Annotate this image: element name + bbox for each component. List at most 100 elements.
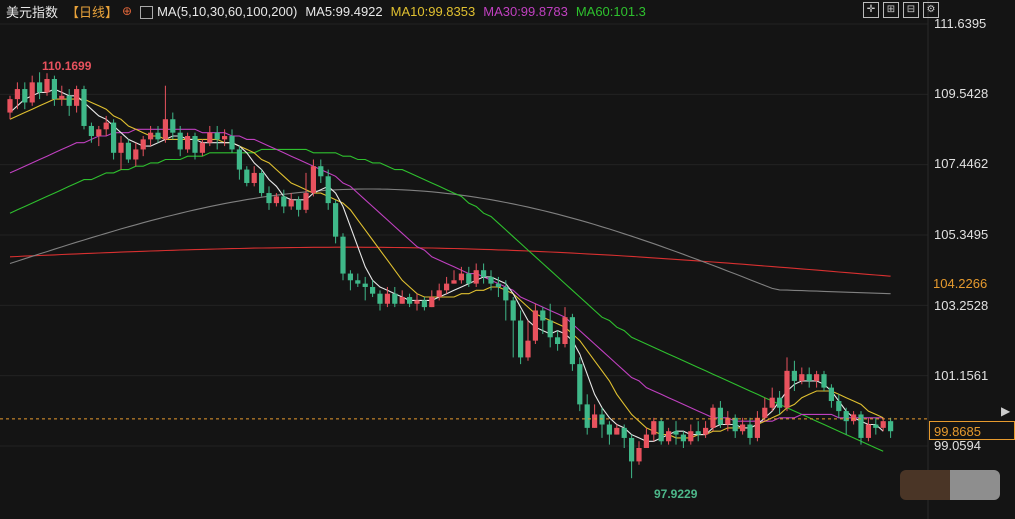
candle-up — [592, 414, 598, 428]
candle-down — [495, 283, 501, 287]
candle-down — [37, 82, 43, 93]
candle-up — [310, 166, 316, 194]
candle-down — [481, 270, 487, 277]
candle-down — [717, 407, 723, 425]
candle-down — [621, 427, 627, 438]
y-tick-label: 99.0594 — [934, 438, 981, 453]
candle-up — [725, 417, 731, 425]
candle-down — [673, 431, 679, 435]
candle-down — [510, 300, 516, 321]
candle-up — [651, 421, 657, 435]
ma5-value: MA5:99.4922 — [305, 3, 383, 19]
candle-down — [392, 293, 398, 304]
settings-icon[interactable]: ⚙ — [923, 2, 939, 18]
candle-up — [703, 427, 709, 435]
expand-icon[interactable]: ⊞ — [883, 2, 899, 18]
candle-up — [525, 340, 531, 358]
candle-up — [458, 273, 464, 281]
candle-up — [199, 142, 205, 153]
ma200-line — [9, 246, 891, 277]
scroll-right-icon[interactable]: ▶ — [1001, 404, 1011, 418]
candle-up — [273, 196, 279, 204]
candle-down — [466, 273, 472, 284]
candle-down — [177, 132, 183, 150]
candle-down — [629, 437, 635, 462]
candle-down — [836, 401, 842, 412]
candle-down — [407, 297, 413, 304]
candle-up — [614, 427, 620, 435]
candle-down — [569, 317, 575, 365]
candle-up — [769, 397, 775, 408]
candle-up — [96, 129, 102, 137]
candle-down — [858, 414, 864, 438]
candle-down — [259, 172, 265, 194]
period-selector[interactable]: 【日线】 — [66, 4, 119, 20]
indicator-settings-icon[interactable] — [140, 5, 154, 19]
candle-down — [347, 273, 353, 281]
candle-down — [266, 193, 272, 204]
y-tick-label: 107.4462 — [934, 156, 989, 171]
candle-down — [518, 320, 524, 358]
candle-up — [251, 172, 257, 183]
chart-header: 美元指数 【日线】 ⊕ MA(5,10,30,60,100,200) MA5:9… — [6, 2, 654, 20]
candle-down — [51, 78, 57, 100]
candle-down — [281, 196, 287, 207]
candle-up — [880, 421, 886, 428]
candle-up — [207, 132, 213, 143]
candle-down — [791, 370, 797, 381]
control-button-left[interactable] — [900, 470, 950, 500]
candle-up — [473, 270, 479, 284]
candle-down — [421, 300, 427, 308]
candle-up — [222, 136, 228, 140]
candle-up — [429, 297, 435, 308]
candle-down — [873, 424, 879, 428]
y-tick-label: 111.6395 — [934, 16, 987, 31]
crosshair-icon[interactable]: ✛ — [863, 2, 879, 18]
candle-down — [695, 431, 701, 435]
candle-up — [451, 280, 457, 284]
candle-up — [103, 122, 109, 130]
candle-down — [214, 132, 220, 140]
candle-down — [355, 280, 361, 284]
candle-down — [540, 310, 546, 321]
ma-price-tag: 104.2266 — [929, 275, 1015, 293]
candle-down — [192, 136, 198, 153]
y-tick-label: 105.3495 — [934, 227, 989, 242]
candle-up — [185, 136, 191, 150]
candle-up — [636, 447, 642, 462]
candle-down — [81, 89, 87, 126]
candle-up — [414, 300, 420, 304]
candle-down — [244, 169, 250, 183]
candle-down — [747, 424, 753, 438]
candle-down — [125, 142, 131, 160]
y-tick-label: 109.5428 — [934, 86, 989, 101]
shrink-icon[interactable]: ⊟ — [903, 2, 919, 18]
candle-up — [784, 370, 790, 408]
instrument-name: 美元指数 — [6, 4, 59, 20]
candle-down — [377, 293, 383, 304]
candle-down — [333, 203, 339, 237]
candle-down — [362, 283, 368, 287]
candle-down — [777, 397, 783, 408]
candle-down — [325, 176, 331, 204]
candle-down — [111, 122, 117, 153]
candle-down — [22, 89, 28, 103]
candle-down — [555, 337, 561, 345]
candle-up — [14, 89, 20, 100]
candle-down — [599, 414, 605, 425]
candle-down — [821, 374, 827, 388]
circle-plus-icon[interactable]: ⊕ — [122, 4, 133, 18]
candle-down — [155, 132, 161, 140]
candle-up — [740, 424, 746, 432]
candle-up — [851, 414, 857, 422]
ma-label[interactable]: MA(5,10,30,60,100,200) — [157, 3, 298, 19]
ma30-value: MA30:99.8783 — [483, 3, 568, 19]
candle-up — [162, 119, 168, 140]
candle-down — [606, 424, 612, 435]
control-button-right[interactable] — [950, 470, 1000, 500]
candle-down — [732, 417, 738, 432]
candle-down — [296, 199, 302, 210]
candle-down — [88, 125, 94, 137]
candle-up — [148, 132, 154, 140]
